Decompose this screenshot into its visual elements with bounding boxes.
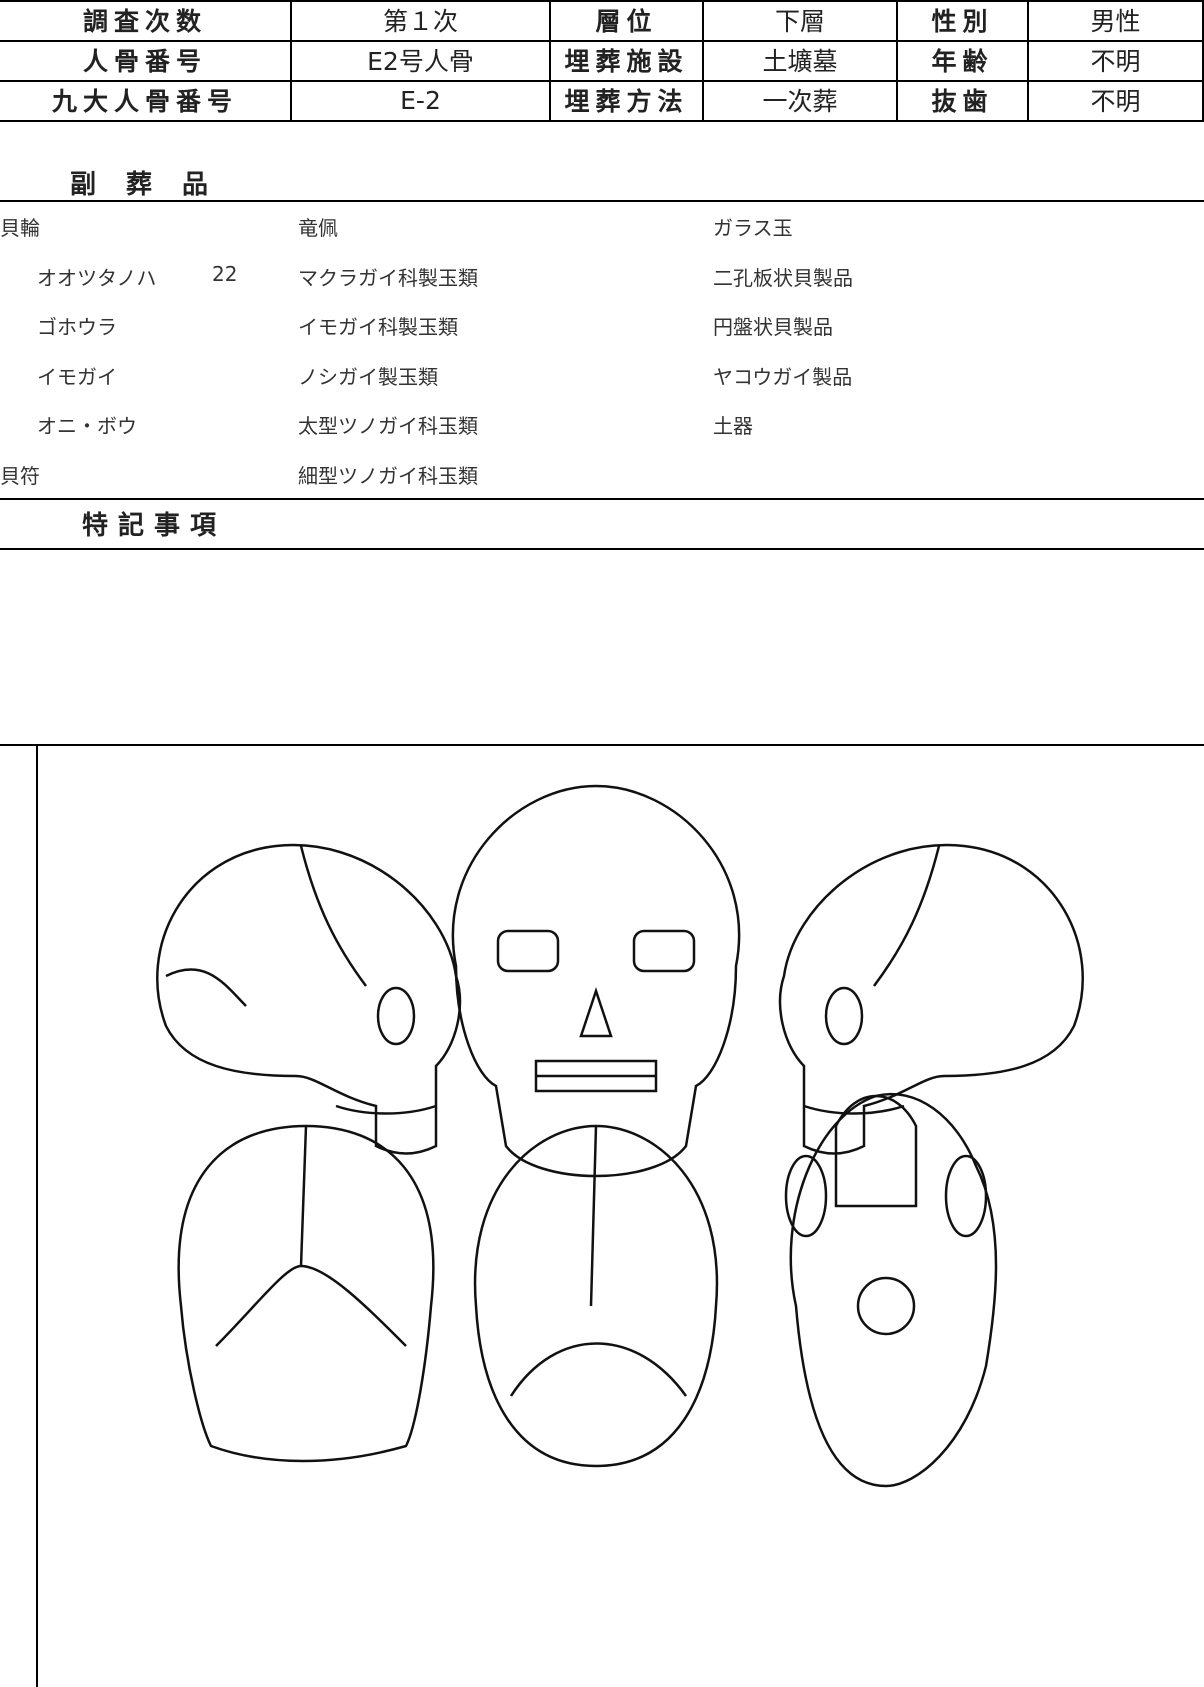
rule: [0, 80, 1204, 82]
goods-group: 貝符: [0, 463, 40, 488]
field-value: 不明: [1029, 80, 1204, 120]
goods-item: イモガイ: [37, 364, 117, 389]
goods-item: ノシガイ製玉類: [298, 364, 438, 389]
goods-item: ヤコウガイ製品: [713, 364, 853, 389]
field-label: 調査次数: [0, 0, 292, 40]
field-label: 層位: [551, 0, 704, 40]
goods-item: オオツタノハ: [37, 265, 157, 290]
field-label: 埋葬方法: [551, 80, 704, 120]
goods-item: 太型ツノガイ科玉類: [298, 414, 478, 438]
rule: [0, 40, 1204, 42]
section-title: 特記事項: [82, 511, 227, 541]
rule: [36, 744, 38, 1687]
rule: [0, 0, 1204, 2]
goods-item: マクラガイ科製玉類: [298, 265, 478, 290]
goods-item: 土器: [713, 414, 753, 438]
goods-item: 円盤状貝製品: [713, 315, 833, 339]
goods-item: 竜佩: [298, 216, 338, 240]
goods-item: ガラス玉: [713, 216, 793, 240]
field-label: 人骨番号: [0, 40, 292, 80]
skull-drawings: [156, 784, 1084, 1488]
field-value: 不明: [1029, 40, 1204, 80]
field-value: 第１次: [292, 0, 551, 40]
rule: [0, 200, 1204, 202]
field-value: 男性: [1029, 0, 1204, 40]
goods-group: 貝輪: [0, 216, 40, 240]
goods-item: 二孔板状貝製品: [713, 265, 853, 290]
goods-count: 22: [212, 261, 238, 286]
rule: [0, 744, 1204, 746]
goods-item: ゴホウラ: [37, 315, 117, 339]
field-value: 土壙墓: [704, 40, 898, 80]
goods-item: 細型ツノガイ科玉類: [298, 463, 478, 488]
rule: [0, 548, 1204, 550]
rule: [0, 120, 1204, 122]
field-value: E-2: [292, 80, 551, 120]
field-label: 年齢: [898, 40, 1029, 80]
goods-item: オニ・ボウ: [37, 414, 137, 438]
field-value: 一次葬: [704, 80, 898, 120]
rule: [0, 498, 1204, 500]
field-label: 抜歯: [898, 80, 1029, 120]
field-label: 九大人骨番号: [0, 80, 292, 120]
field-label: 埋葬施設: [551, 40, 704, 80]
field-value: 下層: [704, 0, 898, 40]
section-title: 副葬品: [70, 170, 239, 200]
field-label: 性別: [898, 0, 1029, 40]
goods-item: イモガイ科製玉類: [298, 315, 458, 339]
field-value: E2号人骨: [292, 40, 551, 80]
